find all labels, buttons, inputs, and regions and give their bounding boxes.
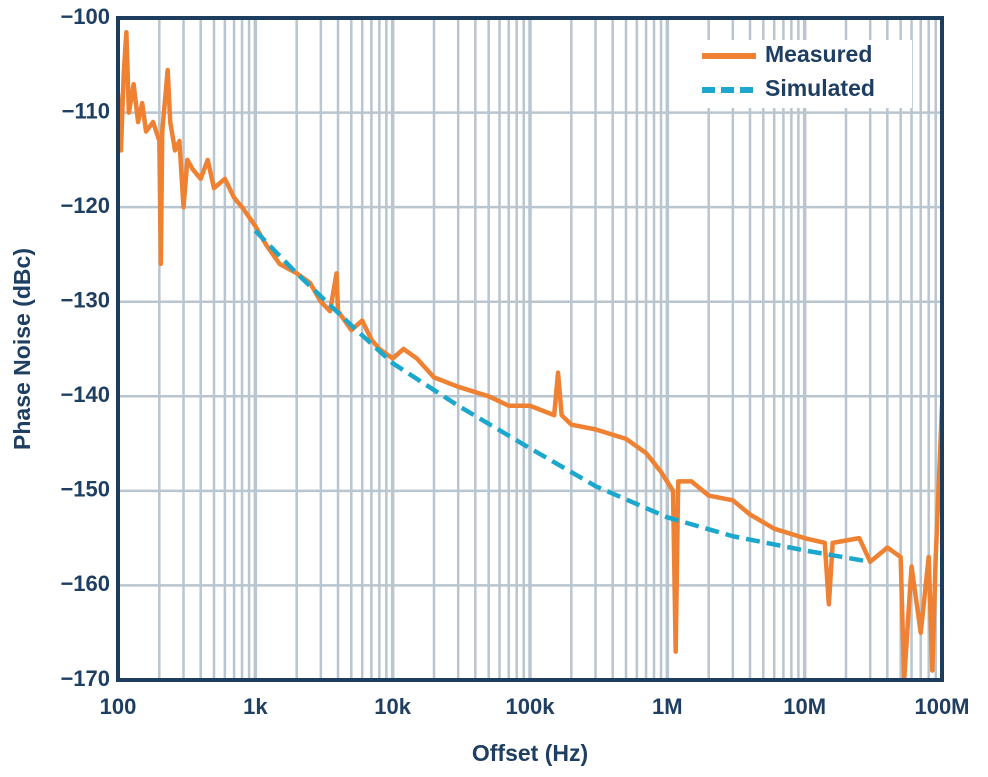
y-tick-label: −170 (60, 666, 110, 691)
y-axis-title: Phase Noise (dBc) (9, 248, 35, 450)
legend: Measured Simulated (692, 40, 912, 108)
x-tick-label: 100M (914, 694, 969, 719)
y-tick-label: −150 (60, 477, 110, 502)
y-tick-label: −140 (60, 382, 110, 407)
plot-border (116, 16, 944, 682)
x-tick-label: 1M (652, 694, 683, 719)
x-tick-label: 100k (506, 694, 556, 719)
series-line (118, 29, 942, 680)
x-tick-label: 10M (783, 694, 826, 719)
x-tick-label: 10k (374, 694, 411, 719)
x-tick-label: 1k (243, 694, 268, 719)
y-tick-label: −130 (60, 288, 110, 313)
y-tick-label: −160 (60, 571, 110, 596)
legend-label: Measured (765, 41, 872, 67)
y-tick-label: −120 (60, 193, 110, 218)
series-line (253, 229, 871, 565)
x-axis-title: Offset (Hz) (472, 740, 588, 766)
legend-label: Simulated (765, 75, 875, 101)
y-tick-label: −100 (60, 4, 110, 29)
y-tick-label: −110 (62, 98, 110, 123)
plot-lines (118, 29, 942, 680)
x-tick-label: 100 (100, 694, 137, 719)
legend-box (692, 40, 912, 108)
